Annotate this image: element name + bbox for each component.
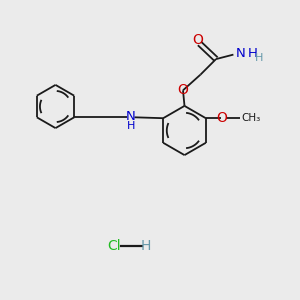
Text: H: H bbox=[127, 121, 135, 131]
Text: Cl: Cl bbox=[107, 239, 121, 253]
Text: O: O bbox=[193, 33, 203, 47]
Text: H: H bbox=[248, 46, 257, 60]
Text: H: H bbox=[255, 53, 263, 63]
Text: O: O bbox=[216, 111, 227, 125]
Text: N: N bbox=[126, 110, 136, 123]
Text: O: O bbox=[178, 83, 188, 97]
Text: N: N bbox=[236, 46, 246, 60]
Text: CH₃: CH₃ bbox=[242, 113, 261, 123]
Text: H: H bbox=[140, 239, 151, 253]
